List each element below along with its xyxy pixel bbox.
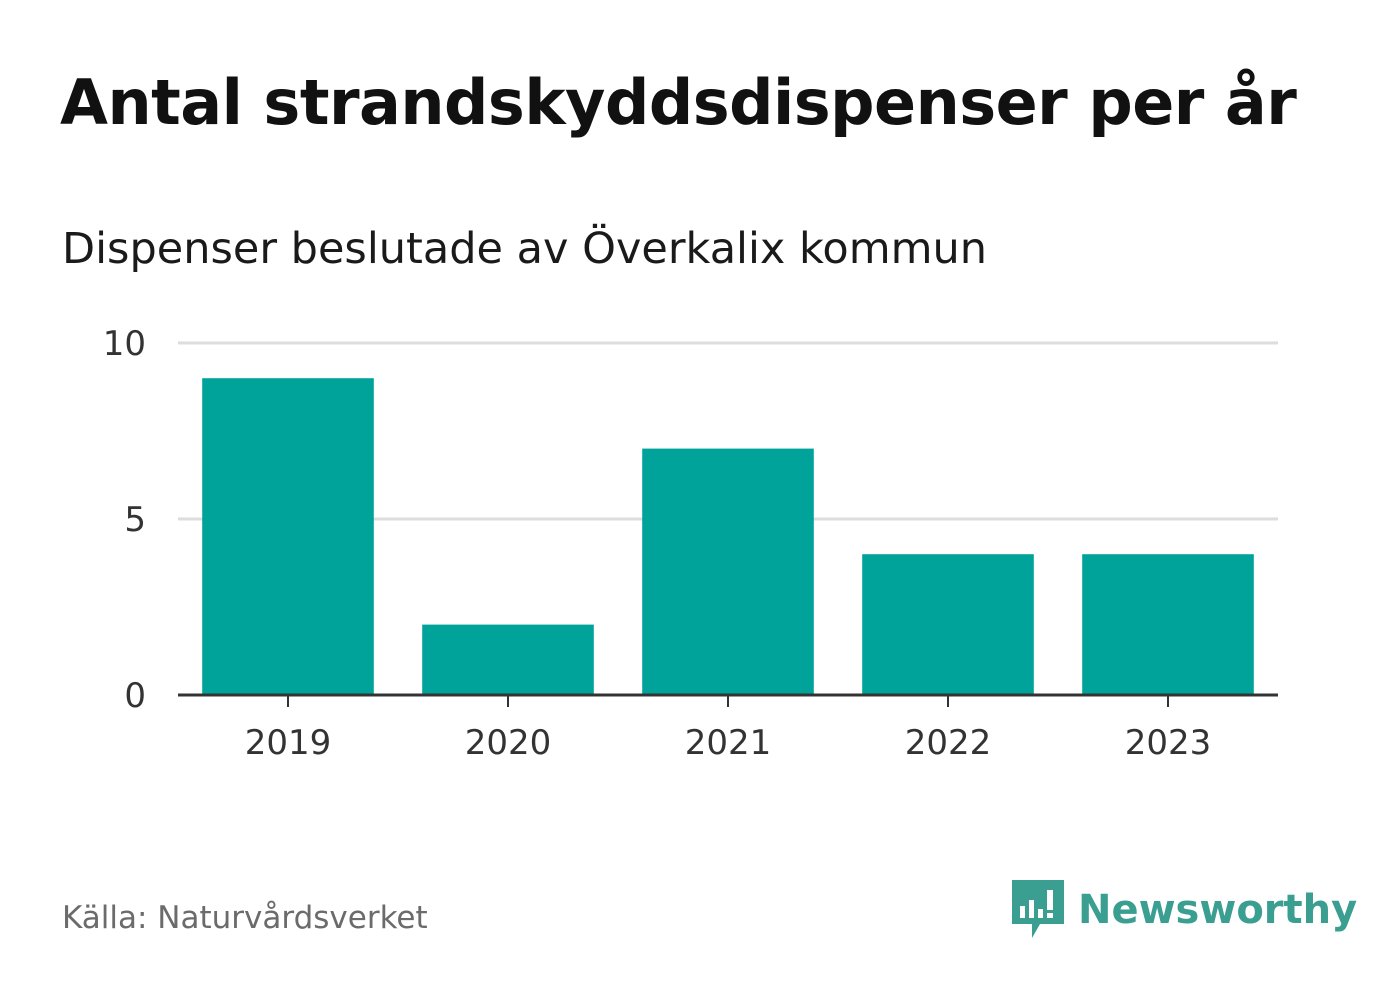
bar-2019: [202, 378, 374, 695]
axes: 0 5 10 2019 2020 2021 2022 2023: [103, 324, 1278, 763]
bar-2021: [642, 448, 814, 695]
newsworthy-logo-icon: [1012, 880, 1064, 938]
chart-title: Antal strandskyddsdispenser per år: [60, 66, 1297, 139]
x-tick-label: 2019: [245, 723, 332, 763]
bar-2023: [1082, 554, 1254, 695]
brand-logo[interactable]: Newsworthy: [1012, 880, 1357, 940]
y-tick-label: 5: [124, 500, 146, 540]
x-tick-label: 2023: [1125, 723, 1212, 763]
bar-2020: [422, 624, 594, 695]
x-tick-label: 2021: [685, 723, 772, 763]
chart-subtitle: Dispenser beslutade av Överkalix kommun: [62, 224, 988, 274]
brand-name: Newsworthy: [1078, 887, 1358, 933]
source-note: Källa: Naturvårdsverket: [62, 900, 428, 936]
x-tick-label: 2022: [905, 723, 992, 763]
y-tick-label: 10: [103, 324, 146, 364]
y-tick-label: 0: [124, 676, 146, 716]
bars: [202, 378, 1254, 695]
bar-2022: [862, 554, 1034, 695]
x-tick-label: 2020: [465, 723, 552, 763]
